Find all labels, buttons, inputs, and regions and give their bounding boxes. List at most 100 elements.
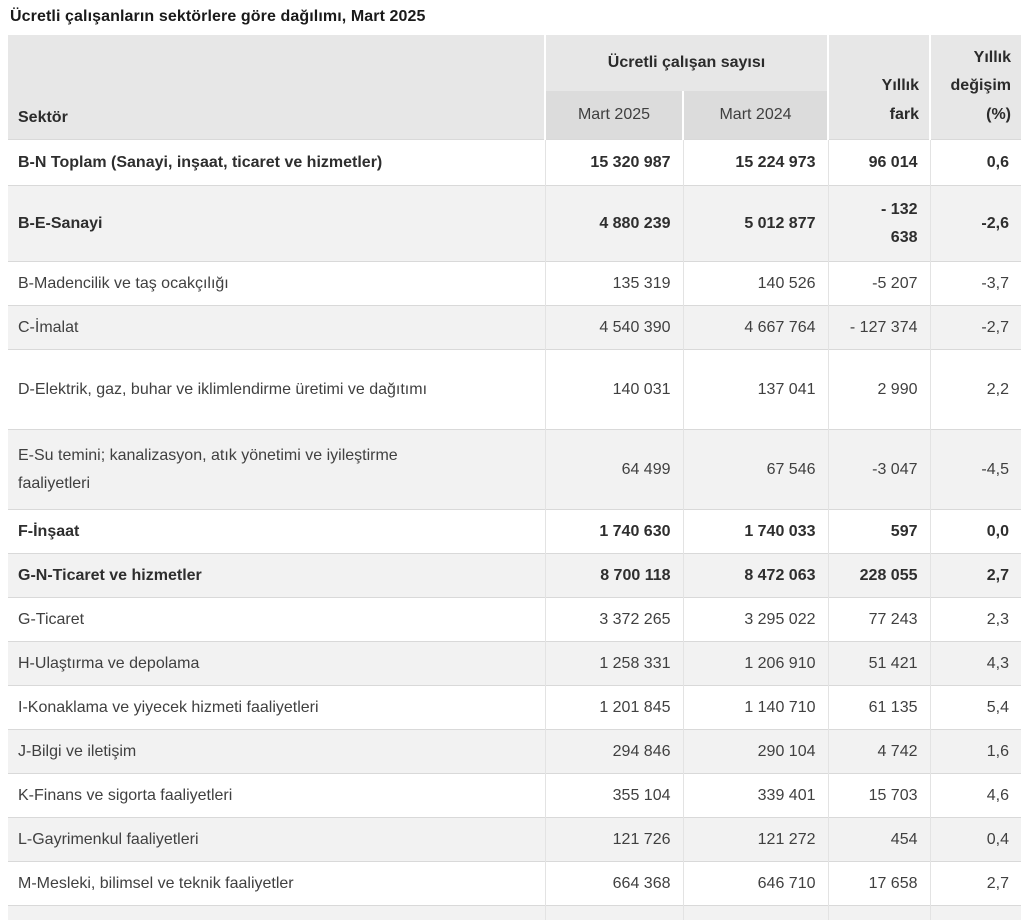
yillik-fark-cell: 15 703 [827,773,930,818]
yillik-degisim-cell: 0,6 [929,139,1021,186]
yillik-fark-cell: - 127 374 [827,305,930,350]
table-row: B-E-Sanayi 4 880 239 5 012 877- 132 638 -2,… [8,185,1021,262]
sector-cell: B-E-Sanayi [8,185,545,262]
sector-cell: F-İnşaat [8,509,545,554]
table-row: B-Madencilik ve taş ocakçılığı 135 319 140… [8,261,1021,306]
table-body: B-N Toplam (Sanayi, inşaat, ticaret ve h… [8,139,1021,920]
mart-2025-cell: 140 031 [544,349,683,430]
mart-2025-cell: 1 258 331 [544,641,683,686]
mart-2024-cell: 1 206 910 [682,641,828,686]
mart-2025-cell: 664 368 [544,861,683,906]
mart-2024-cell: 1 140 710 [682,685,828,730]
yillik-degisim-cell: 0,4 [929,817,1021,862]
yillik-degisim-cell: 4,6 [929,773,1021,818]
table-row: L-Gayrimenkul faaliyetleri 121 726 121 272… [8,817,1021,862]
yillik-fark-cell: -5 207 [827,261,930,306]
table-row: G-Ticaret 3 372 265 3 295 022 77 243 2,3 [8,597,1021,642]
column-header-yillik-degisim: Yıllık değişim (%) [929,35,1021,140]
table-row: J-Bilgi ve iletişim 294 846 290 104 4 742 1,… [8,729,1021,774]
yillik-fark-cell: 17 658 [827,861,930,906]
mart-2025-cell: 4 540 390 [544,305,683,350]
mart-2024-cell: 5 012 877 [682,185,828,262]
column-header-mart-2024: Mart 2024 [682,91,828,140]
mart-2024-cell: 8 472 063 [682,553,828,598]
yillik-degisim-cell: 2,3 [929,597,1021,642]
mart-2024-cell: 290 104 [682,729,828,774]
mart-2024-cell: 137 041 [682,349,828,430]
yillik-fark-cell: 4 742 [827,729,930,774]
table-row: H-Ulaştırma ve depolama 1 258 331 1 206 91… [8,641,1021,686]
yillik-fark-cell: - 132 638 [827,185,930,262]
yillik-fark-cell: 597 [827,509,930,554]
yillik-fark-cell: 61 135 [827,685,930,730]
sector-cell: G-N-Ticaret ve hizmetler [8,553,545,598]
empty-cell [8,905,545,920]
sector-cell: H-Ulaştırma ve depolama [8,641,545,686]
sector-cell: I-Konaklama ve yiyecek hizmeti faaliyetl… [8,685,545,730]
mart-2024-cell: 15 224 973 [682,139,828,186]
sector-cell: C-İmalat [8,305,545,350]
table-row: E-Su temini; kanalizasyon, atık yönetimi… [8,429,1021,510]
yillik-degisim-cell: -2,6 [929,185,1021,262]
table-row: I-Konaklama ve yiyecek hizmeti faaliyetl… [8,685,1021,730]
yillik-degisim-cell: -4,5 [929,429,1021,510]
table-row: B-N Toplam (Sanayi, inşaat, ticaret ve h… [8,139,1021,186]
column-header-yillik-fark: Yıllık fark [827,35,930,140]
mart-2025-cell: 294 846 [544,729,683,774]
page-title: Ücretli çalışanların sektörlere göre dağ… [10,8,426,25]
mart-2025-cell: 15 320 987 [544,139,683,186]
sector-cell: D-Elektrik, gaz, buhar ve iklimlendirme … [8,349,545,430]
yillik-fark-cell: -3 047 [827,429,930,510]
mart-2025-cell: 64 499 [544,429,683,510]
column-group-ucretli-calisan-sayisi: Ücretli çalışan sayısı [544,35,828,91]
yillik-fark-cell: 2 990 [827,349,930,430]
table-row-partial [8,905,1021,920]
sector-cell: M-Mesleki, bilimsel ve teknik faaliyetle… [8,861,545,906]
table-row: K-Finans ve sigorta faaliyetleri 355 104 3… [8,773,1021,818]
yillik-degisim-cell: 0,0 [929,509,1021,554]
sector-cell: B-Madencilik ve taş ocakçılığı [8,261,545,306]
yillik-degisim-cell: 1,6 [929,729,1021,774]
mart-2024-cell: 4 667 764 [682,305,828,350]
yillik-fark-cell: 51 421 [827,641,930,686]
table-row: D-Elektrik, gaz, buhar ve iklimlendirme … [8,349,1021,430]
yillik-fark-cell: 228 055 [827,553,930,598]
yillik-fark-cell: 454 [827,817,930,862]
yillik-degisim-cell: 2,7 [929,553,1021,598]
mart-2025-cell: 8 700 118 [544,553,683,598]
empty-cell [827,905,930,920]
table-row: M-Mesleki, bilimsel ve teknik faaliyetle… [8,861,1021,906]
header-row-group: Sektör Ücretli çalışan sayısı Yıllık far… [8,35,1021,140]
table-row: G-N-Ticaret ve hizmetler 8 700 118 8 472 0… [8,553,1021,598]
mart-2025-cell: 135 319 [544,261,683,306]
mart-2024-cell: 1 740 033 [682,509,828,554]
empty-cell [544,905,683,920]
table-header: Sektör Ücretli çalışan sayısı Yıllık far… [8,35,1021,140]
yillik-degisim-cell: 4,3 [929,641,1021,686]
mart-2025-cell: 3 372 265 [544,597,683,642]
yillik-degisim-cell: 2,2 [929,349,1021,430]
sector-cell: B-N Toplam (Sanayi, inşaat, ticaret ve h… [8,139,545,186]
sector-cell: L-Gayrimenkul faaliyetleri [8,817,545,862]
column-header-sektor: Sektör [8,35,545,140]
table-row: C-İmalat 4 540 390 4 667 764- 127 374 -2,7 [8,305,1021,350]
sector-cell: E-Su temini; kanalizasyon, atık yönetimi… [8,429,545,510]
table-row: F-İnşaat 1 740 630 1 740 033 597 0,0 [8,509,1021,554]
yillik-degisim-cell: -3,7 [929,261,1021,306]
mart-2025-cell: 1 201 845 [544,685,683,730]
mart-2024-cell: 140 526 [682,261,828,306]
mart-2025-cell: 4 880 239 [544,185,683,262]
sector-cell: K-Finans ve sigorta faaliyetleri [8,773,545,818]
mart-2024-cell: 339 401 [682,773,828,818]
mart-2025-cell: 355 104 [544,773,683,818]
mart-2024-cell: 121 272 [682,817,828,862]
mart-2025-cell: 1 740 630 [544,509,683,554]
yillik-degisim-cell: 5,4 [929,685,1021,730]
yillik-fark-cell: 77 243 [827,597,930,642]
mart-2024-cell: 67 546 [682,429,828,510]
sector-table: Sektör Ücretli çalışan sayısı Yıllık far… [8,35,1021,920]
empty-cell [929,905,1021,920]
header-row-sub: Mart 2025 Mart 2024 [8,91,1021,140]
mart-2024-cell: 3 295 022 [682,597,828,642]
mart-2024-cell: 646 710 [682,861,828,906]
